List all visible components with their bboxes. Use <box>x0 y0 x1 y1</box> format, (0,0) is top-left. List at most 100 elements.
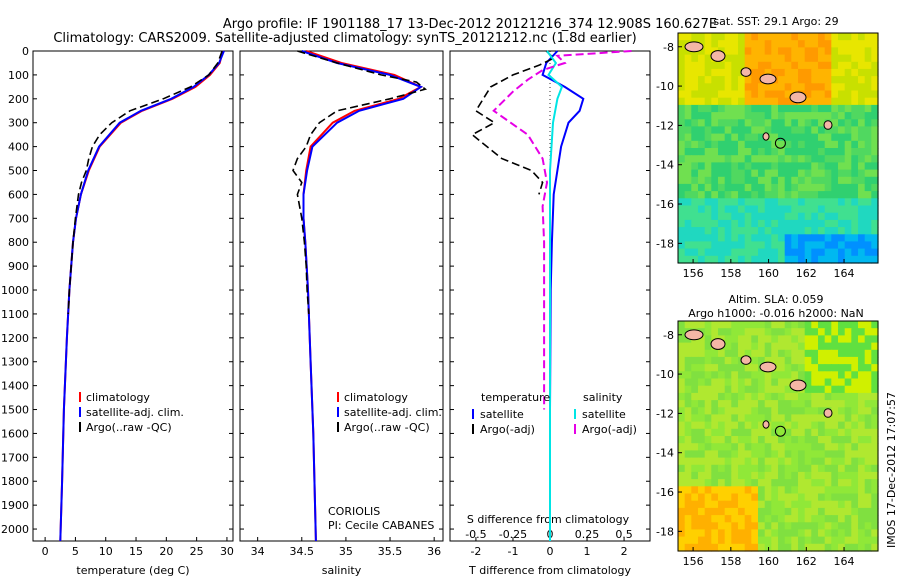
map-sla-cell <box>831 479 839 487</box>
map-sla-cell <box>811 342 819 351</box>
map-sla-cell <box>704 436 712 444</box>
map-sla-cell <box>724 392 732 401</box>
map-sst-cell <box>864 47 872 56</box>
map-sst-cell <box>824 162 832 171</box>
salinity-xtick-label: 34 <box>251 545 265 558</box>
map-sst-cell <box>684 205 692 214</box>
map-sla-cell <box>744 407 752 416</box>
map-sst-cell <box>838 76 846 84</box>
map-sst-cell <box>764 198 772 207</box>
map-sla-cell <box>778 443 786 451</box>
map-sst-cell <box>684 248 692 257</box>
map-sla-cell <box>698 364 706 372</box>
map-sst-cell <box>864 234 872 243</box>
map-sst-cell <box>851 33 859 41</box>
map-sst-cell <box>684 155 692 163</box>
map-sla-cell <box>771 378 779 387</box>
map-sst-cell <box>711 205 719 214</box>
map-sla-cell <box>751 515 759 523</box>
map-sst-cell <box>698 76 706 84</box>
map-sla-cell <box>678 371 686 380</box>
map-sst-cell <box>744 54 752 63</box>
map-sst-cell <box>704 162 712 171</box>
map-sla-cell <box>858 400 866 408</box>
map-sst-cell <box>804 97 812 106</box>
map-sst-cell <box>718 61 726 70</box>
map-sla-cell <box>871 515 879 523</box>
map-sla-cell <box>844 356 852 365</box>
map-sla-cell <box>791 342 799 351</box>
map-sst-cell <box>844 61 852 70</box>
map-sla-island <box>710 338 726 350</box>
map-sst-cell <box>864 90 872 99</box>
map-sla-cell <box>798 522 806 531</box>
map-sla-cell <box>678 421 686 430</box>
map-sla-cell <box>704 543 712 552</box>
map-sst-cell <box>804 234 812 243</box>
map-sla-cell <box>691 371 699 380</box>
map-sst-cell <box>844 148 852 156</box>
map-sst-cell <box>864 219 872 228</box>
map-sst-cell <box>818 104 826 113</box>
map-sla-cell <box>691 493 699 502</box>
map-sla-cell <box>698 342 706 351</box>
map-sst-cell <box>758 234 766 243</box>
coriolis-label: CORIOLIS <box>328 505 380 518</box>
map-sst-cell <box>778 241 786 250</box>
temperature-series-argo-raw-qc- <box>67 50 223 314</box>
map-sla-cell <box>778 371 786 380</box>
map-sst-cell <box>738 255 746 264</box>
map-sst-cell <box>711 76 719 84</box>
map-sla-cell <box>704 342 712 351</box>
map-sla-cell <box>758 529 766 538</box>
map-sla-cell <box>724 378 732 387</box>
map-sla-cell <box>838 400 846 408</box>
map-sla-cell <box>764 507 772 516</box>
map-sst-cell <box>678 112 686 120</box>
map-sst-cell <box>804 90 812 99</box>
map-sst-cell <box>711 241 719 250</box>
map-sst-cell <box>724 227 732 235</box>
map-sst-cell <box>784 155 792 163</box>
map-sst-cell <box>678 212 686 221</box>
map-sla-cell <box>731 436 739 444</box>
map-sst-cell <box>838 90 846 99</box>
map-sst-cell <box>831 112 839 120</box>
map-sla-cell <box>758 515 766 523</box>
map-sla-cell <box>818 464 826 473</box>
map-sla-cell <box>738 349 746 358</box>
map-sla-cell <box>864 486 872 495</box>
map-sst-cell <box>751 205 759 214</box>
map-sst-cell <box>764 219 772 228</box>
map-sst-cell <box>838 148 846 156</box>
temperature-ytick-label: 800 <box>8 236 29 249</box>
map-sst-cell <box>704 155 712 163</box>
map-sla-cell <box>864 522 872 531</box>
map-sst-cell <box>838 47 846 56</box>
map-sla-cell <box>684 507 692 516</box>
map-sst-cell <box>858 227 866 235</box>
map-sla-cell <box>804 536 812 545</box>
map-sla-cell <box>838 479 846 487</box>
map-sst-cell <box>831 241 839 250</box>
map-sst-cell <box>744 212 752 221</box>
map-sla-cell <box>791 392 799 401</box>
map-sst-cell <box>758 183 766 192</box>
map-sla-cell <box>864 371 872 380</box>
map-sst-cell <box>858 112 866 120</box>
map-sla-cell <box>851 328 859 336</box>
map-sst-cell <box>698 241 706 250</box>
map-sst-cell <box>838 198 846 207</box>
map-sst-cell <box>731 47 739 56</box>
map-sst-cell <box>678 133 686 142</box>
map-sst-cell <box>811 90 819 99</box>
map-sst-cell <box>804 227 812 235</box>
map-sla-cell <box>778 436 786 444</box>
map-sst-cell <box>724 155 732 163</box>
map-sst-cell <box>718 133 726 142</box>
map-sla-cell <box>731 414 739 423</box>
map-sst-cell <box>824 68 832 77</box>
map-sst-cell <box>851 176 859 185</box>
map-sla-ytick-label: -8 <box>663 329 674 342</box>
map-sla-cell <box>731 428 739 437</box>
